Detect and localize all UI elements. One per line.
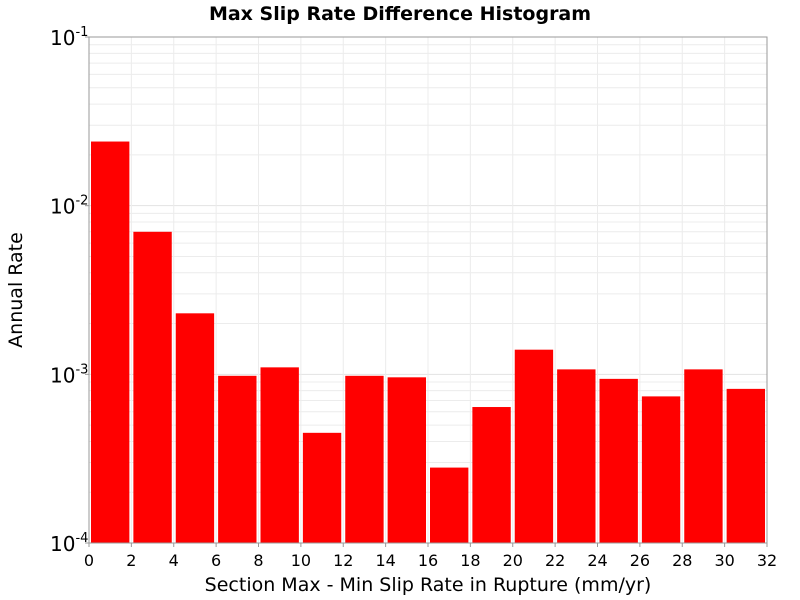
x-tick-label: 16 xyxy=(418,551,438,570)
histogram-bar xyxy=(430,467,469,543)
histogram-bar xyxy=(472,407,511,543)
y-tick-label: 10-1 xyxy=(50,25,88,50)
x-tick-label: 30 xyxy=(714,551,734,570)
x-tick-label: 22 xyxy=(545,551,565,570)
plot-area xyxy=(88,36,768,544)
y-tick-label: 10-4 xyxy=(50,531,88,556)
histogram-bar xyxy=(218,375,257,543)
histogram-bar xyxy=(557,369,596,543)
x-tick-label: 18 xyxy=(460,551,480,570)
histogram-bar xyxy=(641,396,681,543)
y-axis-ticks: 10-4 10-3 10-2 10-1 xyxy=(50,25,89,556)
chart-title: Max Slip Rate Difference Histogram xyxy=(209,3,591,25)
y-tick-label: 10-2 xyxy=(50,194,88,219)
y-tick-label: 10-3 xyxy=(50,362,88,387)
histogram-bar xyxy=(175,313,215,543)
x-tick-label: 28 xyxy=(672,551,692,570)
x-tick-label: 14 xyxy=(375,551,395,570)
histogram-bar xyxy=(260,367,299,543)
x-axis-ticks: 0 2 4 6 8 10 12 14 16 18 20 22 24 26 28 30 32 xyxy=(84,543,777,570)
x-tick-label: 24 xyxy=(587,551,607,570)
histogram-bar xyxy=(133,231,172,543)
y-axis-label: Annual Rate xyxy=(5,232,27,348)
x-tick-label: 4 xyxy=(169,551,179,570)
histogram-bar xyxy=(599,378,638,543)
histogram-bar xyxy=(387,377,426,543)
x-tick-label: 10 xyxy=(291,551,311,570)
histogram-bar xyxy=(514,349,554,543)
x-tick-label: 26 xyxy=(630,551,650,570)
histogram-bar xyxy=(302,432,342,543)
bars xyxy=(91,141,765,543)
histogram-bar xyxy=(684,369,723,543)
x-tick-label: 20 xyxy=(503,551,523,570)
x-tick-label: 8 xyxy=(253,551,263,570)
x-tick-label: 12 xyxy=(333,551,353,570)
x-axis-label: Section Max - Min Slip Rate in Rupture (… xyxy=(205,574,652,596)
histogram-bar xyxy=(726,388,765,543)
x-tick-label: 2 xyxy=(126,551,136,570)
x-tick-label: 6 xyxy=(211,551,221,570)
x-tick-label: 32 xyxy=(757,551,777,570)
histogram-bar xyxy=(91,141,130,543)
x-tick-label: 0 xyxy=(84,551,94,570)
histogram-bar xyxy=(345,375,384,543)
